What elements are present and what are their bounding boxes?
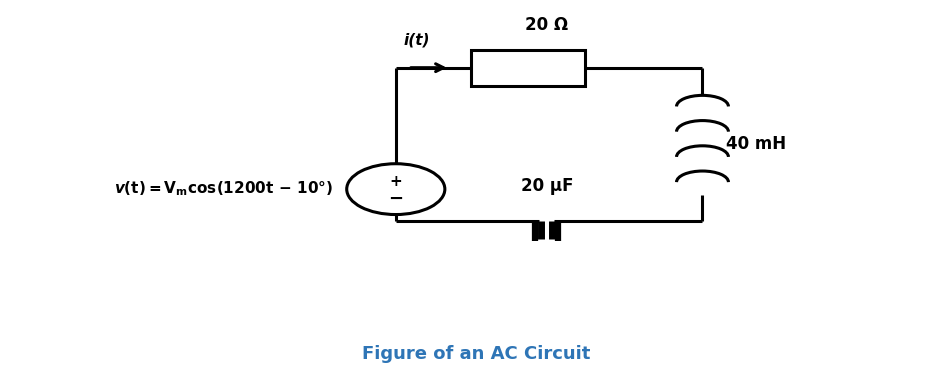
Text: i(t): i(t) bbox=[404, 32, 430, 47]
Text: 20 Ω: 20 Ω bbox=[526, 16, 568, 34]
Text: $\bfit{v}$$\mathbf{(t)=V_m cos(1200t\,-\,10°)}$: $\bfit{v}$$\mathbf{(t)=V_m cos(1200t\,-\… bbox=[113, 180, 332, 199]
Text: Figure of an AC Circuit: Figure of an AC Circuit bbox=[362, 345, 590, 363]
Text: 20 μF: 20 μF bbox=[521, 177, 573, 195]
Text: +: + bbox=[389, 173, 402, 188]
Bar bbox=[471, 50, 585, 86]
Text: 40 mH: 40 mH bbox=[726, 135, 786, 153]
Text: −: − bbox=[388, 190, 404, 208]
